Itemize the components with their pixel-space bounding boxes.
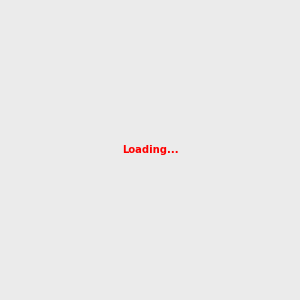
Text: Loading...: Loading...: [122, 145, 178, 155]
